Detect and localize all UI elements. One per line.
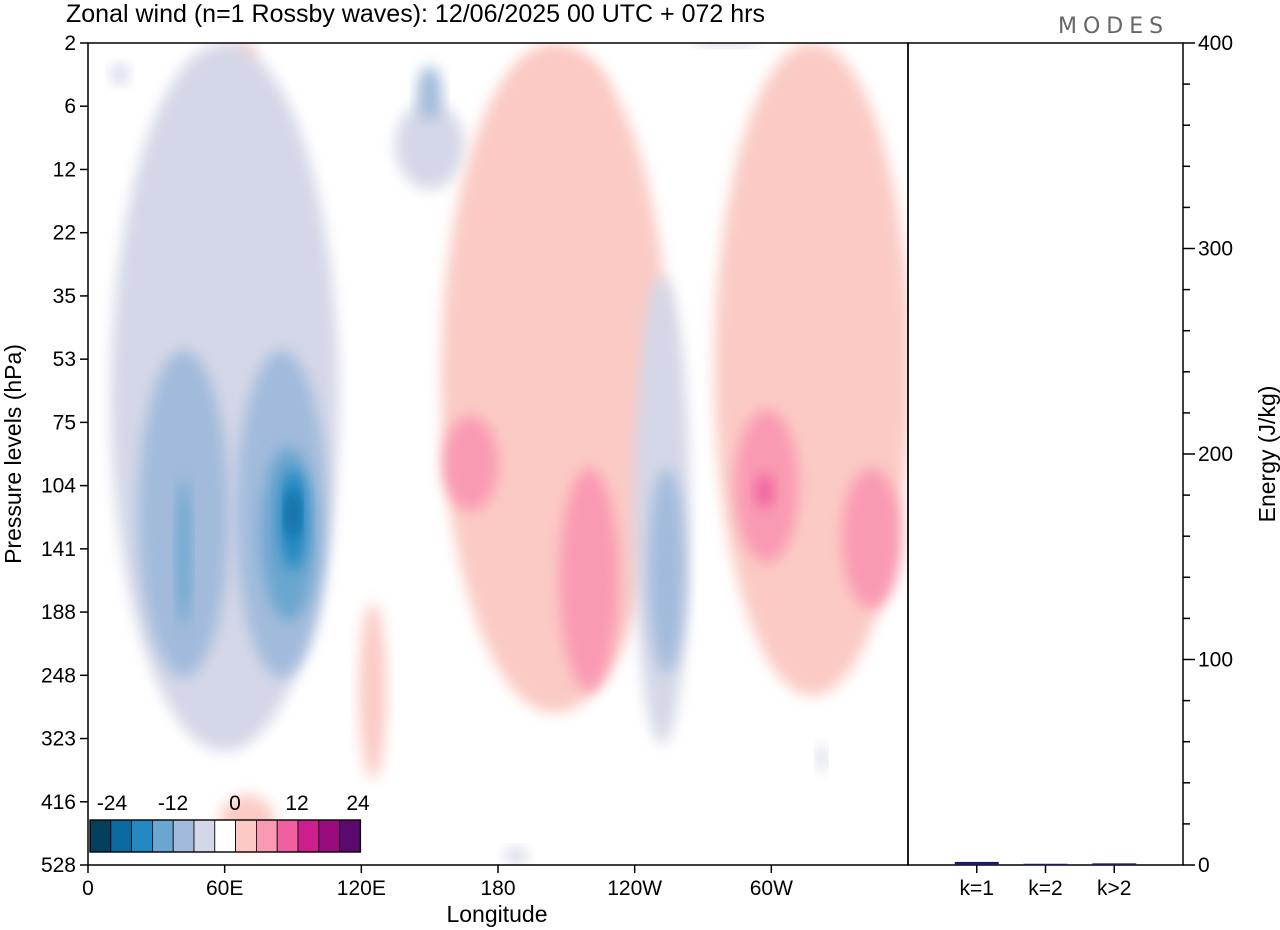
energy-categories: k=1 k=2 k>2	[960, 865, 1131, 900]
wind-region	[755, 474, 774, 509]
category-label: k=2	[1028, 877, 1062, 900]
wind-region	[417, 66, 443, 121]
colorbar-swatch	[276, 819, 299, 853]
energy-bars	[954, 861, 1137, 866]
x-axis-label: Longitude	[446, 901, 547, 927]
colorbar-tick-label: 12	[285, 792, 308, 815]
contour-field	[88, 43, 908, 865]
colorbar-swatch	[235, 819, 257, 853]
energy-tick-label: 0	[1198, 854, 1210, 877]
energy-bar	[1023, 863, 1068, 866]
wind-region	[816, 743, 826, 773]
wind-region	[395, 101, 464, 190]
wind-region	[841, 468, 902, 609]
wind-region	[176, 478, 191, 627]
pressure-tick-label: 53	[53, 348, 76, 371]
energy-tick-label: 400	[1198, 32, 1233, 55]
energy-bar	[954, 861, 999, 865]
brand-logo: MODES	[1058, 14, 1169, 39]
longitude-tick-label: 120E	[337, 877, 386, 900]
wind-regions	[110, 43, 908, 864]
pressure-tick-label: 2	[64, 32, 76, 55]
pressure-tick-label: 416	[41, 791, 76, 814]
longitude-tick-label: 180	[480, 877, 515, 900]
pressure-tick-label: 188	[41, 601, 76, 624]
colorbar-swatch	[131, 819, 153, 853]
wind-region	[359, 602, 387, 780]
colorbar-tick-label: -24	[97, 792, 128, 815]
colorbar-frame	[89, 819, 362, 853]
pressure-tick-label: 248	[41, 664, 76, 687]
wind-region	[504, 847, 528, 864]
pressure-tick-label: 323	[41, 728, 76, 751]
colorbar-tick-label: -12	[158, 792, 188, 815]
wind-region	[441, 43, 669, 713]
wind-region	[286, 489, 300, 539]
longitude-tick-label: 0	[82, 877, 94, 900]
category-label: k>2	[1097, 877, 1131, 900]
energy-ticks: 0 100 200 300 400	[1183, 32, 1233, 877]
energy-bar	[1092, 863, 1137, 865]
colorbar-swatch	[318, 819, 340, 853]
colorbar-swatch	[297, 819, 320, 853]
colorbar-swatch	[339, 819, 361, 853]
y-axis-label: Pressure levels (hPa)	[0, 344, 26, 564]
colorbar-swatch	[193, 819, 216, 853]
wind-region	[110, 64, 129, 85]
chart-title: Zonal wind (n=1 Rossby waves): 12/06/202…	[66, 0, 765, 28]
wind-region	[691, 43, 760, 47]
wind-region	[648, 468, 685, 673]
colorbar-tick-label: 0	[229, 792, 241, 815]
energy-axis-label: Energy (J/kg)	[1254, 386, 1280, 523]
pressure-tick-label: 35	[53, 285, 76, 308]
colorbar-swatch	[172, 819, 195, 853]
pressure-tick-label: 141	[41, 538, 76, 561]
colorbar-swatch	[89, 819, 112, 853]
energy-tick-label: 100	[1198, 649, 1233, 672]
pressure-tick-label: 22	[53, 222, 76, 245]
longitude-ticks: 0 60E 120E 180 120W 60W	[82, 865, 793, 900]
pressure-tick-label: 12	[53, 158, 76, 181]
wind-region	[443, 416, 498, 511]
pressure-tick-label: 75	[53, 411, 76, 434]
pressure-tick-label: 528	[41, 854, 76, 877]
pressure-tick-label: 6	[64, 95, 76, 118]
category-label: k=1	[960, 877, 994, 900]
longitude-tick-label: 60W	[750, 877, 793, 900]
colorbar: -24 -12 0 12 24	[89, 792, 370, 853]
energy-tick-label: 300	[1198, 238, 1233, 261]
colorbar-swatch	[214, 819, 237, 853]
colorbar-swatch	[110, 819, 133, 853]
energy-plot-frame	[907, 42, 1184, 866]
colorbar-tick-label: 24	[346, 792, 370, 815]
longitude-tick-label: 60E	[206, 877, 243, 900]
colorbar-swatch	[255, 819, 278, 853]
colorbar-swatch	[151, 819, 174, 853]
pressure-ticks: 2 6 12 22 35 53 75 104 141 188 248 323 416 528	[41, 32, 88, 877]
pressure-tick-label: 104	[41, 475, 76, 498]
longitude-tick-label: 120W	[607, 877, 662, 900]
energy-tick-label: 200	[1198, 443, 1233, 466]
wind-region	[559, 468, 619, 692]
